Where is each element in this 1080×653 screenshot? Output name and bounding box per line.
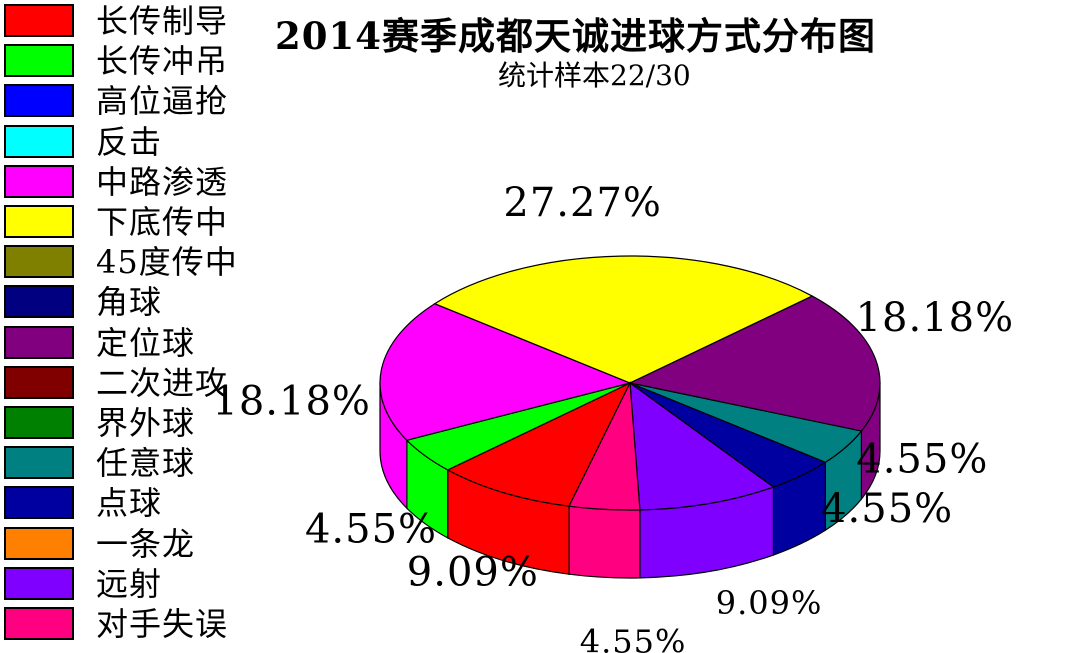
value-label-任意球: 4.55% [856,437,988,483]
legend-label: 中路渗透 [96,162,229,201]
pie-slice-定位球 [628,295,881,432]
legend-item: 远射 [4,564,254,603]
legend-swatch [4,124,74,158]
legend-label: 点球 [96,484,163,523]
pie-slice-下底传中 [433,255,814,384]
legend-label: 界外球 [96,404,196,442]
value-label-长传冲吊: 4.55% [305,507,437,553]
legend-swatch [4,84,74,118]
legend-swatch [4,245,74,279]
pie-slice-中路渗透 [379,303,632,441]
legend-item: 点球 [4,484,254,523]
legend-swatch [4,365,74,399]
legend-swatch [4,164,74,198]
legend-label: 反击 [96,122,163,161]
legend-label: 高位逼抢 [96,82,229,121]
legend-swatch [4,44,74,78]
pie-sides [379,382,881,579]
legend-swatch [4,325,74,359]
legend-item: 对手失误 [4,605,254,643]
legend-label: 长传冲吊 [96,42,229,81]
legend-item: 长传制导 [4,2,254,40]
legend-label: 一条龙 [96,524,196,563]
value-label-定位球: 18.18% [856,295,1015,341]
value-label-远射: 9.09% [716,584,823,622]
pie-slice-长传制导 [446,381,632,507]
legend-label: 远射 [96,564,163,603]
legend-item: 中路渗透 [4,162,254,201]
legend-swatch [4,4,74,37]
value-label-点球: 4.55% [821,486,953,532]
legend-label: 45度传中 [96,243,238,282]
legend-swatch [4,285,74,319]
legend-label: 对手失误 [96,605,229,643]
legend-swatch [4,566,74,600]
value-label-中路渗透: 18.18% [212,379,371,425]
chart-subtitle: 统计样本22/30 [498,59,691,92]
legend-label: 角球 [96,283,163,322]
legend-swatch [4,486,74,520]
legend-item: 定位球 [4,323,254,362]
value-label-长传制导: 9.09% [407,550,539,596]
legend-item: 一条龙 [4,524,254,563]
chart-title: 2014赛季成都天诚进球方式分布图 [275,14,876,58]
legend-swatch [4,406,74,439]
legend-item: 长传冲吊 [4,42,254,81]
legend-label: 二次进攻 [96,363,229,402]
legend-label: 任意球 [96,444,196,483]
legend-item: 45度传中 [4,243,254,282]
pie-value-labels: 9.09%4.55%18.18%27.27%18.18%4.55%4.55%9.… [212,180,1015,653]
legend-item: 二次进攻 [4,363,254,402]
legend-swatch [4,607,74,640]
legend-swatch [4,526,74,560]
legend-label: 下底传中 [96,203,229,241]
legend-swatch [4,205,74,238]
pie-slice-远射 [629,381,775,511]
value-label-对手失误: 4.55% [580,623,687,653]
legend-item: 界外球 [4,404,254,442]
value-label-下底传中: 27.27% [503,180,662,226]
legend-item: 高位逼抢 [4,82,254,121]
legend-item: 角球 [4,283,254,322]
legend-item: 任意球 [4,444,254,483]
pie-top-faces [379,255,881,511]
pie-slice-对手失误 [568,380,641,511]
legend-label: 长传制导 [96,2,229,40]
legend-item: 下底传中 [4,203,254,241]
pie-side-对手失误 [568,505,641,579]
legend-swatch [4,446,74,480]
legend-label: 定位球 [96,323,196,362]
legend-item: 反击 [4,122,254,161]
